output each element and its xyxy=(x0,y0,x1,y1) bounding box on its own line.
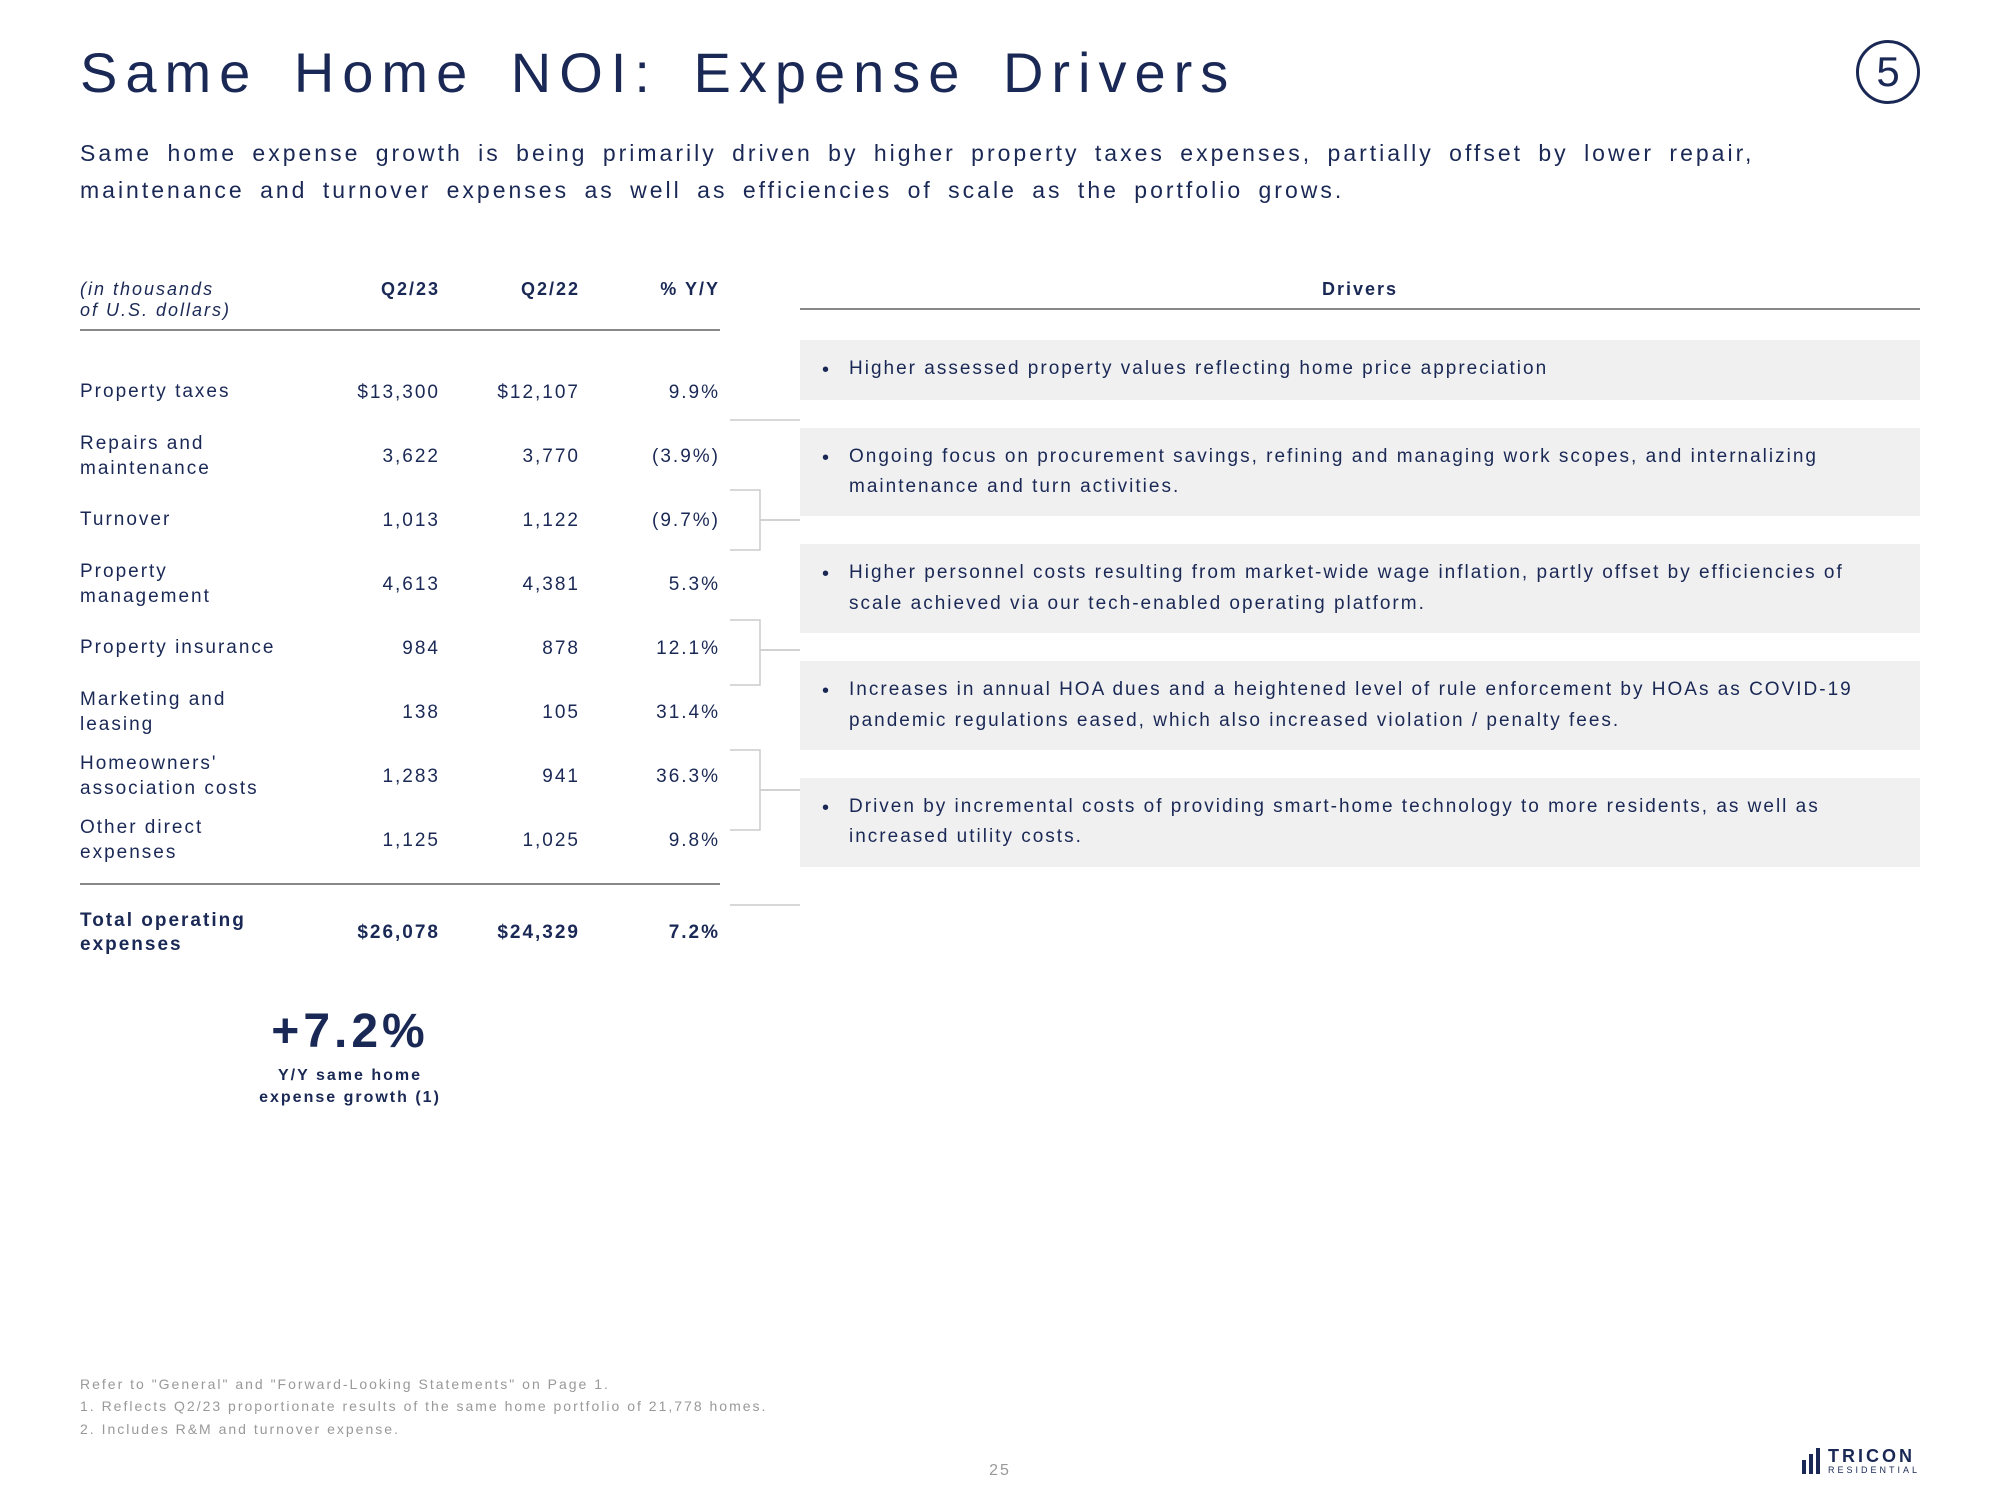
growth-percentage: +7.2% xyxy=(200,1004,500,1059)
logo-bars-icon xyxy=(1802,1448,1820,1474)
logo-text: TRICON xyxy=(1828,1447,1920,1465)
content-row: (in thousands of U.S. dollars) Q2/23 Q2/… xyxy=(80,279,1920,1110)
table-row: Turnover 1,013 1,122 (9.7%) xyxy=(80,489,720,553)
driver-item: •Driven by incremental costs of providin… xyxy=(800,778,1920,867)
driver-item: •Ongoing focus on procurement savings, r… xyxy=(800,428,1920,517)
table-row: Homeowners' association costs 1,283 941 … xyxy=(80,745,720,809)
table-header-q22: Q2/22 xyxy=(440,279,580,321)
table-total-row: Total operating expenses $26,078 $24,329… xyxy=(80,903,720,964)
driver-item: •Increases in annual HOA dues and a heig… xyxy=(800,661,1920,750)
logo-subtext: RESIDENTIAL xyxy=(1828,1465,1920,1475)
driver-item: •Higher assessed property values reflect… xyxy=(800,340,1920,400)
bullet-icon: • xyxy=(822,675,831,707)
page-number-badge: 5 xyxy=(1856,40,1920,104)
table-row: Other direct expenses 1,125 1,025 9.8% xyxy=(80,809,720,873)
subtitle-text: Same home expense growth is being primar… xyxy=(80,135,1900,209)
table-header-q23: Q2/23 xyxy=(300,279,440,321)
bullet-icon: • xyxy=(822,354,831,386)
page-number-bottom: 25 xyxy=(989,1462,1011,1480)
footnotes: Refer to "General" and "Forward-Looking … xyxy=(80,1373,767,1440)
bullet-icon: • xyxy=(822,558,831,590)
driver-item: •Higher personnel costs resulting from m… xyxy=(800,544,1920,633)
tricon-logo: TRICON RESIDENTIAL xyxy=(1802,1447,1920,1475)
expense-table: (in thousands of U.S. dollars) Q2/23 Q2/… xyxy=(80,279,720,1110)
table-header-row: (in thousands of U.S. dollars) Q2/23 Q2/… xyxy=(80,279,720,331)
drivers-section: Drivers •Higher assessed property values… xyxy=(800,279,1920,1110)
bullet-icon: • xyxy=(822,792,831,824)
table-header-label: (in thousands of U.S. dollars) xyxy=(80,279,300,321)
bullet-icon: • xyxy=(822,442,831,474)
table-row: Marketing and leasing 138 105 31.4% xyxy=(80,681,720,745)
growth-caption: Y/Y same home expense growth (1) xyxy=(200,1065,500,1110)
table-row: Property taxes $13,300 $12,107 9.9% xyxy=(80,361,720,425)
table-row: Property insurance 984 878 12.1% xyxy=(80,617,720,681)
header-row: Same Home NOI: Expense Drivers 5 xyxy=(80,40,1920,105)
drivers-header: Drivers xyxy=(800,279,1920,310)
table-row: Repairs and maintenance 3,622 3,770 (3.9… xyxy=(80,425,720,489)
table-row: Property management 4,613 4,381 5.3% xyxy=(80,553,720,617)
table-divider xyxy=(80,883,720,885)
table-header-yy: % Y/Y xyxy=(580,279,720,321)
page-title: Same Home NOI: Expense Drivers xyxy=(80,40,1236,105)
